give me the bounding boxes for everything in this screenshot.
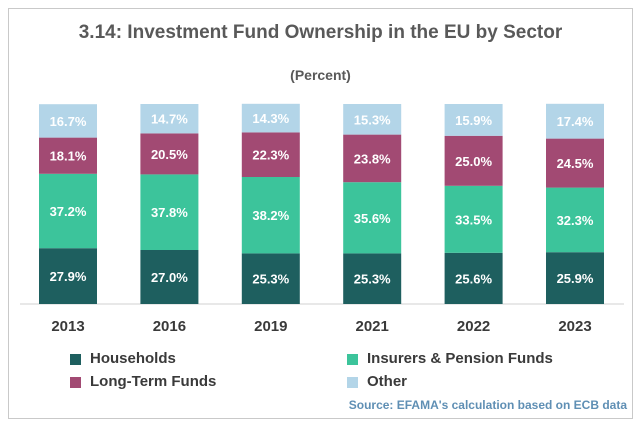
- bar-2022-long-term-funds: [444, 135, 503, 186]
- bar-2016-other: [140, 104, 199, 134]
- data-label-2023-insurers-pension-funds: 32.3%: [557, 213, 594, 228]
- x-tick-label-2022: 2022: [457, 318, 490, 335]
- data-label-2019-households: 25.3%: [252, 272, 289, 287]
- bar-2023-other: [546, 103, 604, 139]
- bar-2016-long-term-funds: [140, 133, 199, 175]
- data-label-2022-insurers-pension-funds: 33.5%: [455, 212, 492, 227]
- bar-2019-long-term-funds: [241, 132, 300, 177]
- bar-2021-insurers-pension-funds: [343, 182, 402, 254]
- bar-2022-insurers-pension-funds: [444, 185, 503, 253]
- data-label-2022-households: 25.6%: [455, 271, 492, 286]
- data-label-2023-households: 25.9%: [557, 271, 594, 286]
- data-label-2021-households: 25.3%: [354, 272, 391, 287]
- bar-2013-households: [39, 248, 97, 304]
- x-tick-label-2013: 2013: [51, 318, 84, 335]
- bar-2019-insurers-pension-funds: [241, 177, 300, 254]
- bar-2019-households: [241, 253, 300, 304]
- x-tick-label-2019: 2019: [254, 318, 287, 335]
- data-label-2016-long-term-funds: 20.5%: [151, 147, 188, 162]
- bar-2021-long-term-funds: [343, 134, 402, 183]
- data-label-2013-other: 16.7%: [50, 114, 87, 129]
- bar-2023-long-term-funds: [546, 138, 604, 188]
- bar-2023-households: [546, 252, 604, 304]
- data-label-2019-other: 14.3%: [252, 111, 289, 126]
- data-label-2021-insurers-pension-funds: 35.6%: [354, 211, 391, 226]
- bar-2019-other: [241, 103, 300, 133]
- data-label-2021-other: 15.3%: [354, 112, 391, 127]
- data-label-2019-insurers-pension-funds: 38.2%: [252, 208, 289, 223]
- x-tick-label-2021: 2021: [356, 318, 389, 335]
- x-tick-label-2023: 2023: [558, 318, 591, 335]
- bar-2013-long-term-funds: [39, 137, 97, 174]
- chart-frame: [8, 8, 633, 419]
- bar-2013-other: [39, 104, 97, 138]
- bar-2021-households: [343, 253, 402, 304]
- data-label-2013-insurers-pension-funds: 37.2%: [50, 204, 87, 219]
- source-note: Source: EFAMA's calculation based on ECB…: [348, 398, 627, 412]
- data-label-2016-other: 14.7%: [151, 112, 188, 127]
- chart-title: 3.14: Investment Fund Ownership in the E…: [78, 22, 563, 43]
- bar-2016-households: [140, 250, 199, 304]
- data-label-2022-other: 15.9%: [455, 113, 492, 128]
- data-label-2023-other: 17.4%: [557, 114, 594, 129]
- bar-2023-insurers-pension-funds: [546, 187, 604, 253]
- x-tick-label-2016: 2016: [153, 318, 186, 335]
- bar-2013-insurers-pension-funds: [39, 173, 97, 249]
- data-label-2019-long-term-funds: 22.3%: [252, 148, 289, 163]
- data-label-2016-insurers-pension-funds: 37.8%: [151, 205, 188, 220]
- bar-2016-insurers-pension-funds: [140, 174, 199, 250]
- data-label-2013-long-term-funds: 18.1%: [50, 149, 87, 164]
- chart-subtitle: (Percent): [290, 67, 351, 83]
- data-label-2021-long-term-funds: 23.8%: [354, 151, 391, 166]
- data-label-2022-long-term-funds: 25.0%: [455, 154, 492, 169]
- data-label-2016-households: 27.0%: [151, 270, 188, 285]
- bar-2022-households: [444, 252, 503, 304]
- bar-2022-other: [444, 104, 503, 136]
- data-label-2023-long-term-funds: 24.5%: [557, 156, 594, 171]
- data-label-2013-households: 27.9%: [50, 269, 87, 284]
- bar-2021-other: [343, 104, 402, 135]
